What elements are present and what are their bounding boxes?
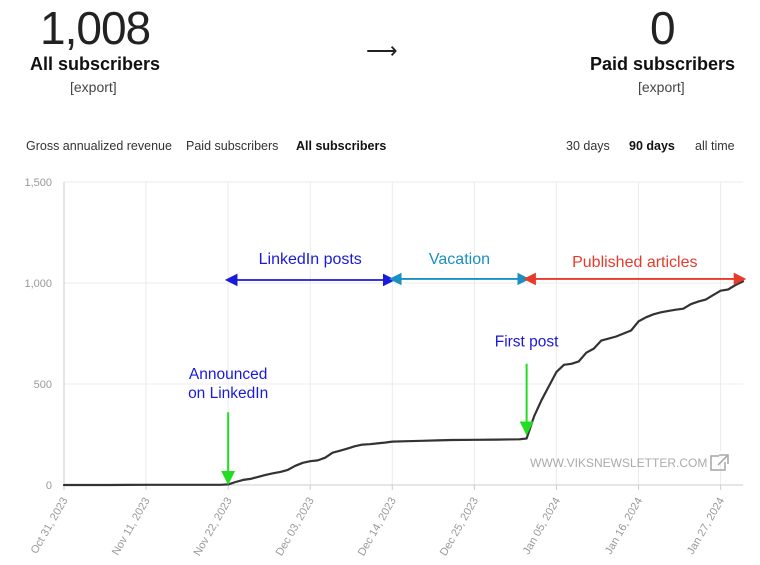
x-tick-label: Jan 16, 2024	[603, 496, 645, 557]
x-tick-label: Nov 22, 2023	[192, 496, 235, 559]
tab-all-subscribers[interactable]: All subscribers	[296, 139, 387, 153]
paid-subscribers-title: Paid subscribers	[590, 54, 736, 74]
external-link-icon[interactable]	[710, 451, 731, 471]
y-tick-label: 0	[46, 480, 52, 492]
x-tick-label: Dec 14, 2023	[356, 496, 399, 559]
range-tab-all-time[interactable]: all time	[695, 139, 735, 153]
watermark: WWW.VIKSNEWSLETTER.COM	[530, 451, 731, 471]
callout-label: Announced	[189, 366, 267, 383]
annotations: LinkedIn posts Vacation Published articles…	[188, 251, 747, 485]
x-tick-label: Nov 11, 2023	[110, 496, 153, 558]
all-subscribers-count: 1,008	[40, 2, 151, 54]
tab-gross-annualized-revenue[interactable]: Gross annualized revenue	[26, 139, 172, 153]
range-label: LinkedIn posts	[259, 251, 362, 268]
y-tick-label: 1,000	[24, 278, 52, 290]
x-tick-label: Dec 03, 2023	[274, 496, 317, 559]
callout-label: First post	[495, 334, 559, 351]
grid	[63, 181, 743, 486]
watermark-text: WWW.VIKSNEWSLETTER.COM	[530, 456, 707, 470]
range-tab-30-days[interactable]: 30 days	[566, 139, 610, 153]
all-subscribers-title: All subscribers	[30, 54, 161, 74]
tab-paid-subscribers[interactable]: Paid subscribers	[186, 139, 279, 153]
range-label: Vacation	[429, 251, 490, 268]
y-tick-label: 500	[34, 379, 52, 391]
x-tick-label: Jan 27, 2024	[685, 496, 727, 557]
series-line	[62, 280, 745, 487]
x-tick-label: Jan 05, 2024	[521, 496, 563, 557]
axes: 0 500 1,000 1,500 Oct 31, 2023 Nov 11, 2023 No…	[24, 177, 743, 558]
export-all-subscribers-link[interactable]: [export]	[70, 79, 117, 95]
paid-subscribers-count: 0	[650, 2, 676, 54]
y-tick-label: 1,500	[24, 177, 52, 189]
range-label: Published articles	[572, 254, 697, 271]
export-paid-subscribers-link[interactable]: [export]	[638, 79, 685, 95]
x-tick-label: Oct 31, 2023	[29, 496, 71, 557]
callout-label: on LinkedIn	[188, 385, 268, 402]
series-layer	[62, 280, 745, 487]
arrow-icon: ⟶	[366, 38, 398, 63]
x-tick-label: Dec 25, 2023	[438, 496, 481, 559]
range-tab-90-days[interactable]: 90 days	[629, 139, 675, 153]
